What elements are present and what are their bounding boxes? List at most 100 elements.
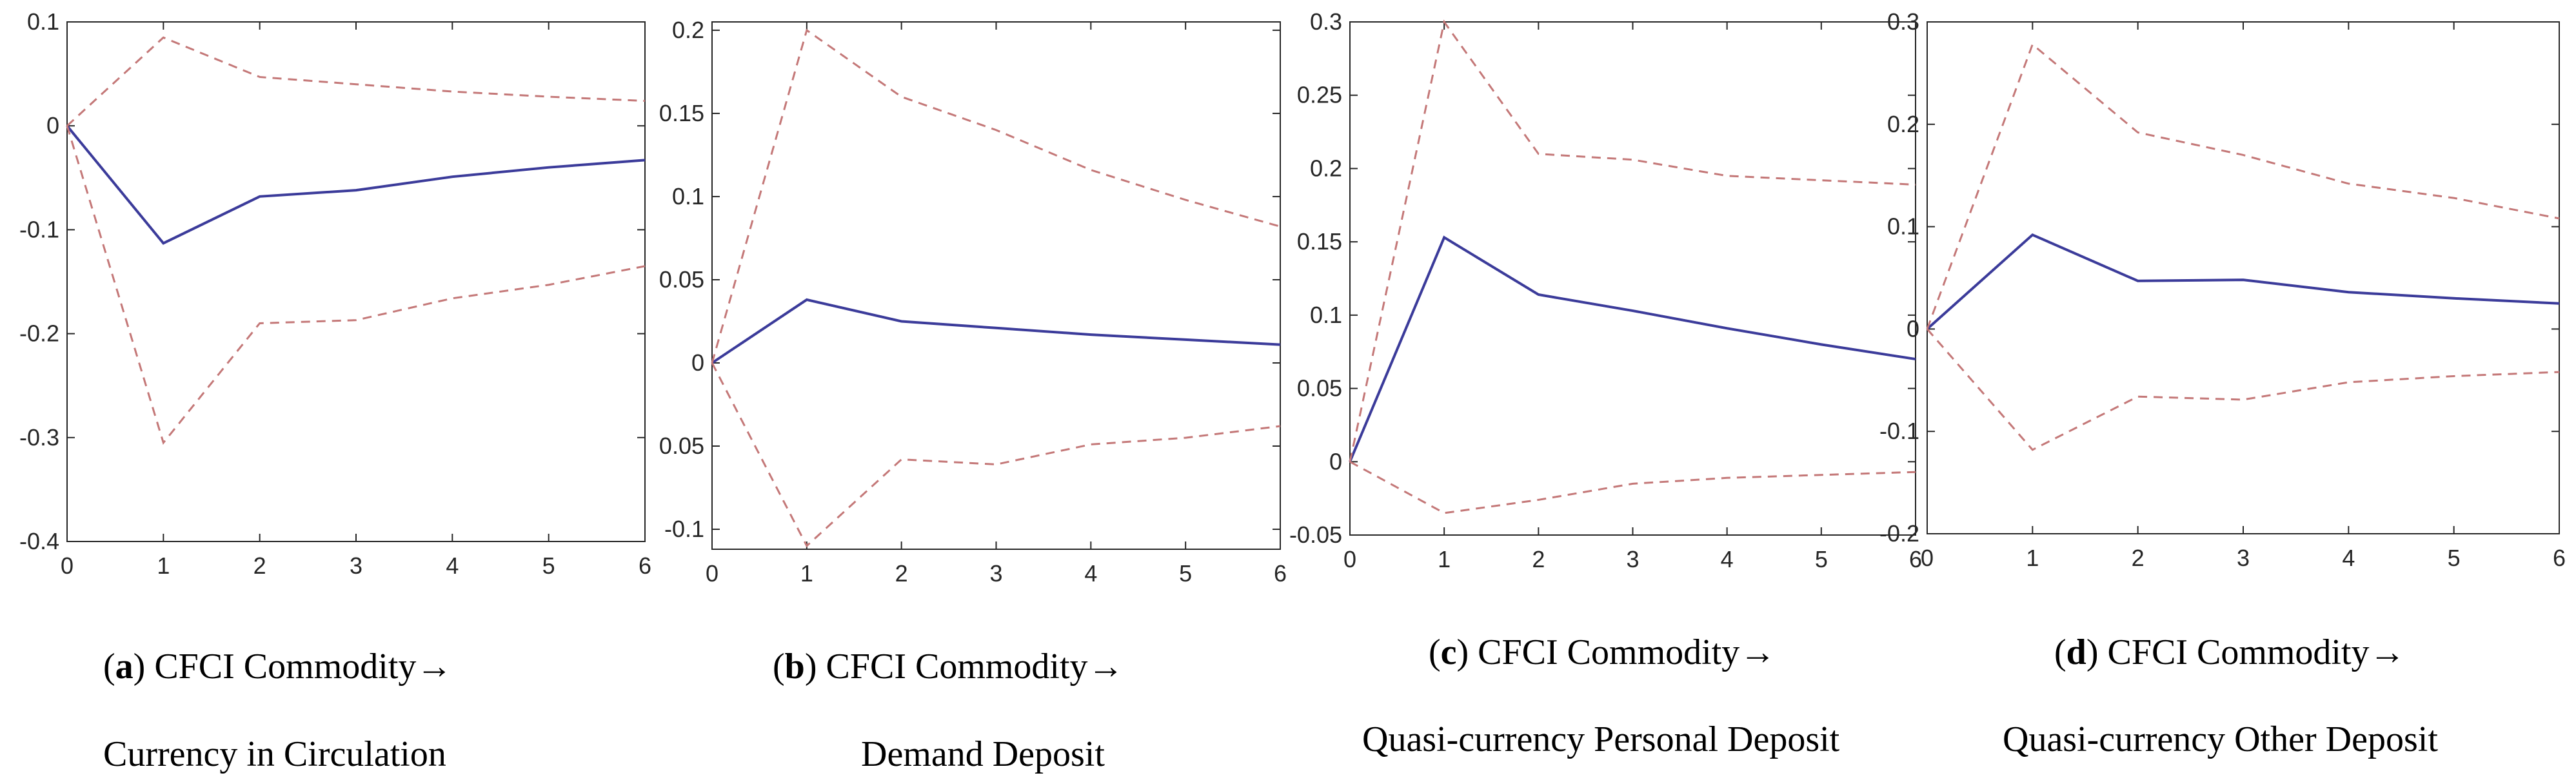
panel-a-x-tick-label: 6: [639, 552, 651, 579]
panel-b-x-tick-label: 6: [1274, 560, 1287, 587]
panel-b-y-tick-label: 0.2: [672, 17, 704, 43]
panel-a-y-tick-label: 0.1: [27, 8, 59, 35]
panel-c-x-tick-label: 0: [1343, 546, 1356, 572]
panel-c-x-tick-label: 5: [1815, 546, 1828, 572]
panel-c-y-tick-label: 0.05: [1297, 375, 1342, 402]
panel-d-caption-paren-open: (: [2054, 632, 2066, 672]
panel-b-caption-text: CFCI Commodity→: [826, 647, 1124, 687]
panel-b-caption-letter: b: [785, 647, 805, 687]
panel-a-series-upper-band: [66, 36, 646, 127]
panel-a-x-tick-label: 4: [446, 552, 459, 579]
panel-b-caption-line1: (b) CFCI Commodity→: [773, 647, 1124, 687]
panel-c-x-tick-label: 1: [1438, 546, 1451, 572]
panel-c-y-tick-label: -0.05: [1289, 522, 1342, 548]
panel-d-caption-letter: d: [2066, 632, 2086, 672]
panel-b-x-tick-label: 3: [989, 560, 1002, 587]
panel-d: 0 1 2 3 4 5 6-0.2-0.100.10.20.3 (d) CFCI Commo…: [1879, 8, 2566, 759]
panel-b: 0 1 2 3 4 5 6 -0.1 0.05 0 0.05 0.1 0.15 0.2 (b) CFCI …: [659, 17, 1287, 774]
panel-a-series-response: [66, 124, 646, 245]
panel-d-x-tick-label: 3: [2237, 545, 2250, 571]
panel-d-x-tick-label: 1: [2026, 545, 2039, 571]
panel-d-axes-frame: [1927, 21, 2560, 534]
panel-b-y-tick-label: 0: [691, 349, 704, 376]
panel-c-x-tick-label: 2: [1532, 546, 1545, 572]
panel-c-series-response: [1349, 235, 1916, 463]
panel-a-axes-frame: [66, 21, 646, 542]
panel-b-series-lower-band: [711, 362, 1281, 548]
panel-c-y-tick-label: 0: [1329, 448, 1342, 474]
panel-c-y-tick-label: 0.2: [1310, 155, 1342, 181]
panel-a-x-tick-label: 3: [350, 552, 362, 579]
panel-a-caption-text: CFCI Commodity→: [154, 647, 452, 687]
panel-d-y-tick-label: -0.2: [1879, 520, 1919, 547]
panel-a-series-lower-band: [66, 125, 646, 445]
panel-a-y-tick-label: 0: [46, 112, 59, 139]
panel-c-y-tick-label: 0.1: [1310, 302, 1342, 328]
panel-d-caption-text: CFCI Commodity→: [2107, 632, 2405, 672]
panel-d-caption-line1: (d) CFCI Commodity→: [2054, 632, 2406, 672]
panel-c-x-tick-label: 6: [1909, 546, 1922, 572]
panel-c-caption-line2: Quasi-currency Personal Deposit: [1362, 719, 1840, 759]
panel-a-x-tick-label: 2: [253, 552, 266, 579]
panel-d-caption-paren-close: ): [2086, 632, 2108, 672]
panel-b-y-tick-label: -0.1: [664, 516, 704, 542]
panel-d-y-tick-label: 0.1: [1887, 213, 1919, 240]
panel-b-x-tick-label: 1: [800, 560, 813, 587]
panel-b-x-tick-label: 2: [895, 560, 908, 587]
panel-b-caption-paren-close: ): [805, 647, 826, 687]
panel-b-x-tick-label: 4: [1084, 560, 1097, 587]
panel-d-x-tick-label: 6: [2553, 545, 2566, 571]
panel-d-x-tick-label: 0: [1921, 545, 1934, 571]
panel-d-x-tick-label: 5: [2448, 545, 2461, 571]
panel-b-y-tick-label: 0.15: [659, 100, 704, 126]
panel-b-series-response: [711, 298, 1281, 364]
panel-d-series-upper-band: [1926, 43, 2560, 329]
panel-c-x-tick-label: 3: [1626, 546, 1639, 572]
panel-a-plot: 0 1 2 3 4 5 6 -0.4 -0.3 -0.2 -0.1 0 0.1: [19, 8, 651, 579]
panel-c-x-tick-label: 4: [1721, 546, 1734, 572]
panel-c-caption-text: CFCI Commodity→: [1478, 632, 1776, 672]
panel-c-axes-frame: [1349, 21, 1916, 536]
panel-b-y-tick-label: 0.1: [672, 183, 704, 210]
panel-d-caption-line2: Quasi-currency Other Deposit: [2003, 719, 2438, 759]
panel-b-caption-line2: Demand Deposit: [861, 734, 1105, 774]
panel-b-plot: 0 1 2 3 4 5 6 -0.1 0.05 0 0.05 0.1 0.15 0.2: [659, 17, 1287, 587]
panel-b-series-upper-band: [711, 28, 1281, 364]
panel-d-y-tick-label: 0.2: [1887, 111, 1919, 137]
panel-b-x-tick-label: 0: [706, 560, 718, 587]
panel-d-series-response: [1926, 233, 2560, 330]
panel-a-caption-paren-close: ): [134, 647, 155, 687]
panel-a-y-tick-label: -0.3: [19, 424, 59, 451]
panel-d-x-tick-label: 2: [2132, 545, 2145, 571]
panel-d-plot: 0 1 2 3 4 5 6-0.2-0.100.10.20.3: [1879, 8, 2566, 571]
panel-d-series-lower-band: [1926, 328, 2560, 451]
panel-a-caption-letter: a: [115, 647, 134, 687]
panel-a-caption-paren-open: (: [103, 647, 115, 687]
panel-c-series-lower-band: [1349, 460, 1916, 514]
panel-a: 0 1 2 3 4 5 6 -0.4 -0.3 -0.2 -0.1 0 0.1 (a) CFCI Com…: [19, 8, 651, 774]
panel-c-caption-letter: c: [1441, 632, 1457, 672]
panel-c-caption-line1: (c) CFCI Commodity→: [1429, 632, 1776, 672]
panel-c-y-tick-label: 0.3: [1310, 8, 1342, 35]
panel-a-x-tick-label: 1: [157, 552, 170, 579]
panel-b-x-tick-label: 5: [1179, 560, 1192, 587]
panel-a-caption-line1: (a) CFCI Commodity→: [103, 647, 452, 687]
panel-a-x-tick-label: 0: [61, 552, 74, 579]
panel-c-series-upper-band: [1349, 19, 1916, 462]
panel-c-caption-paren-open: (: [1429, 632, 1441, 672]
panel-b-y-tick-label: 0.05: [659, 266, 704, 293]
panel-d-y-tick-label: 0: [1907, 315, 1919, 342]
panel-a-caption-line2: Currency in Circulation: [103, 734, 446, 774]
panel-a-y-tick-label: -0.2: [19, 320, 59, 347]
panel-a-x-tick-label: 5: [542, 552, 555, 579]
panel-b-axes-frame: [711, 21, 1281, 550]
panel-c-caption-paren-close: ): [1457, 632, 1478, 672]
panel-d-y-tick-label: 0.3: [1887, 8, 1919, 35]
panel-a-y-tick-label: -0.1: [19, 216, 59, 242]
panel-a-y-tick-label: -0.4: [19, 528, 59, 554]
panel-d-y-tick-label: -0.1: [1879, 418, 1919, 444]
panel-c-y-tick-label: 0.25: [1297, 82, 1342, 108]
